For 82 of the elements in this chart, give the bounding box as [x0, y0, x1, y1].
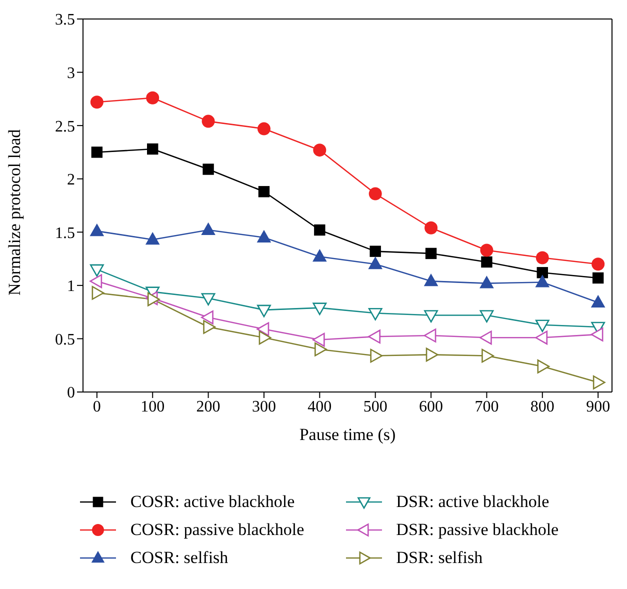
point: [481, 256, 492, 268]
point: [370, 348, 383, 363]
x-tick-label: 800: [530, 398, 554, 416]
point: [202, 114, 215, 128]
y-tick-label: 2: [67, 172, 75, 189]
point: [536, 267, 548, 278]
y-tick-label: 1: [67, 278, 75, 296]
x-tick-label: 400: [308, 398, 332, 416]
point: [203, 320, 216, 334]
point: [592, 258, 605, 271]
x-axis-title: Pause time (s): [299, 425, 396, 444]
legend-label: COSR: passive blackhole: [130, 520, 304, 540]
point: [201, 293, 216, 306]
point: [368, 308, 382, 320]
x-tick-label: 100: [140, 398, 165, 416]
y-tick-label: 0: [67, 384, 75, 402]
point: [535, 330, 548, 345]
legend-label: COSR: selfish: [130, 548, 228, 568]
point: [146, 232, 160, 245]
point: [202, 164, 214, 175]
legend-label: COSR: active blackhole: [130, 492, 295, 512]
point: [257, 304, 271, 318]
point: [426, 348, 438, 362]
point: [370, 246, 381, 257]
legend-label: DSR: selfish: [396, 548, 483, 568]
point: [590, 328, 604, 342]
legend-label: DSR: passive blackhole: [396, 520, 559, 540]
legend-label: DSR: active blackhole: [396, 492, 550, 512]
x-tick-label: 200: [196, 398, 220, 416]
x-tick-label: 700: [474, 398, 499, 416]
point: [424, 274, 438, 286]
point: [536, 275, 550, 288]
point: [368, 187, 382, 200]
y-tick-label: 3: [67, 64, 75, 82]
point: [424, 310, 438, 323]
point: [313, 144, 326, 157]
point: [257, 230, 271, 242]
point: [537, 359, 550, 374]
point: [592, 272, 604, 284]
point: [258, 330, 272, 345]
point: [535, 320, 550, 332]
y-tick-label: 2.5: [55, 118, 75, 136]
y-axis-title: Normalize protocol load: [5, 128, 24, 296]
point: [536, 251, 549, 264]
point: [90, 264, 104, 277]
point: [312, 250, 326, 262]
point: [592, 375, 606, 390]
point: [368, 257, 382, 270]
point: [92, 286, 104, 300]
point: [591, 295, 605, 308]
point: [424, 328, 436, 342]
point: [312, 302, 327, 316]
point: [201, 222, 216, 236]
point: [256, 322, 270, 336]
point: [480, 310, 494, 323]
point: [201, 310, 214, 324]
point: [90, 96, 104, 109]
point: [257, 122, 270, 136]
point: [368, 330, 380, 344]
x-tick-label: 0: [92, 398, 101, 416]
point: [90, 274, 102, 288]
point: [258, 186, 270, 198]
point: [480, 276, 494, 288]
point: [479, 330, 492, 345]
point: [424, 221, 438, 234]
x-tick-label: 900: [586, 398, 610, 416]
y-tick-label: 3.5: [55, 12, 75, 29]
x-tick-label: 600: [419, 398, 444, 416]
point: [482, 348, 494, 363]
point: [146, 91, 160, 104]
point: [90, 224, 104, 236]
x-tick-label: 300: [252, 398, 276, 416]
y-tick-label: 1.5: [55, 224, 75, 242]
point: [314, 224, 326, 236]
point: [480, 244, 494, 257]
point: [312, 332, 325, 347]
point: [147, 143, 158, 155]
x-tick-label: 500: [363, 398, 388, 416]
point: [314, 342, 327, 356]
y-tick-label: 0.5: [55, 331, 75, 348]
point: [425, 248, 437, 260]
point: [91, 146, 103, 158]
